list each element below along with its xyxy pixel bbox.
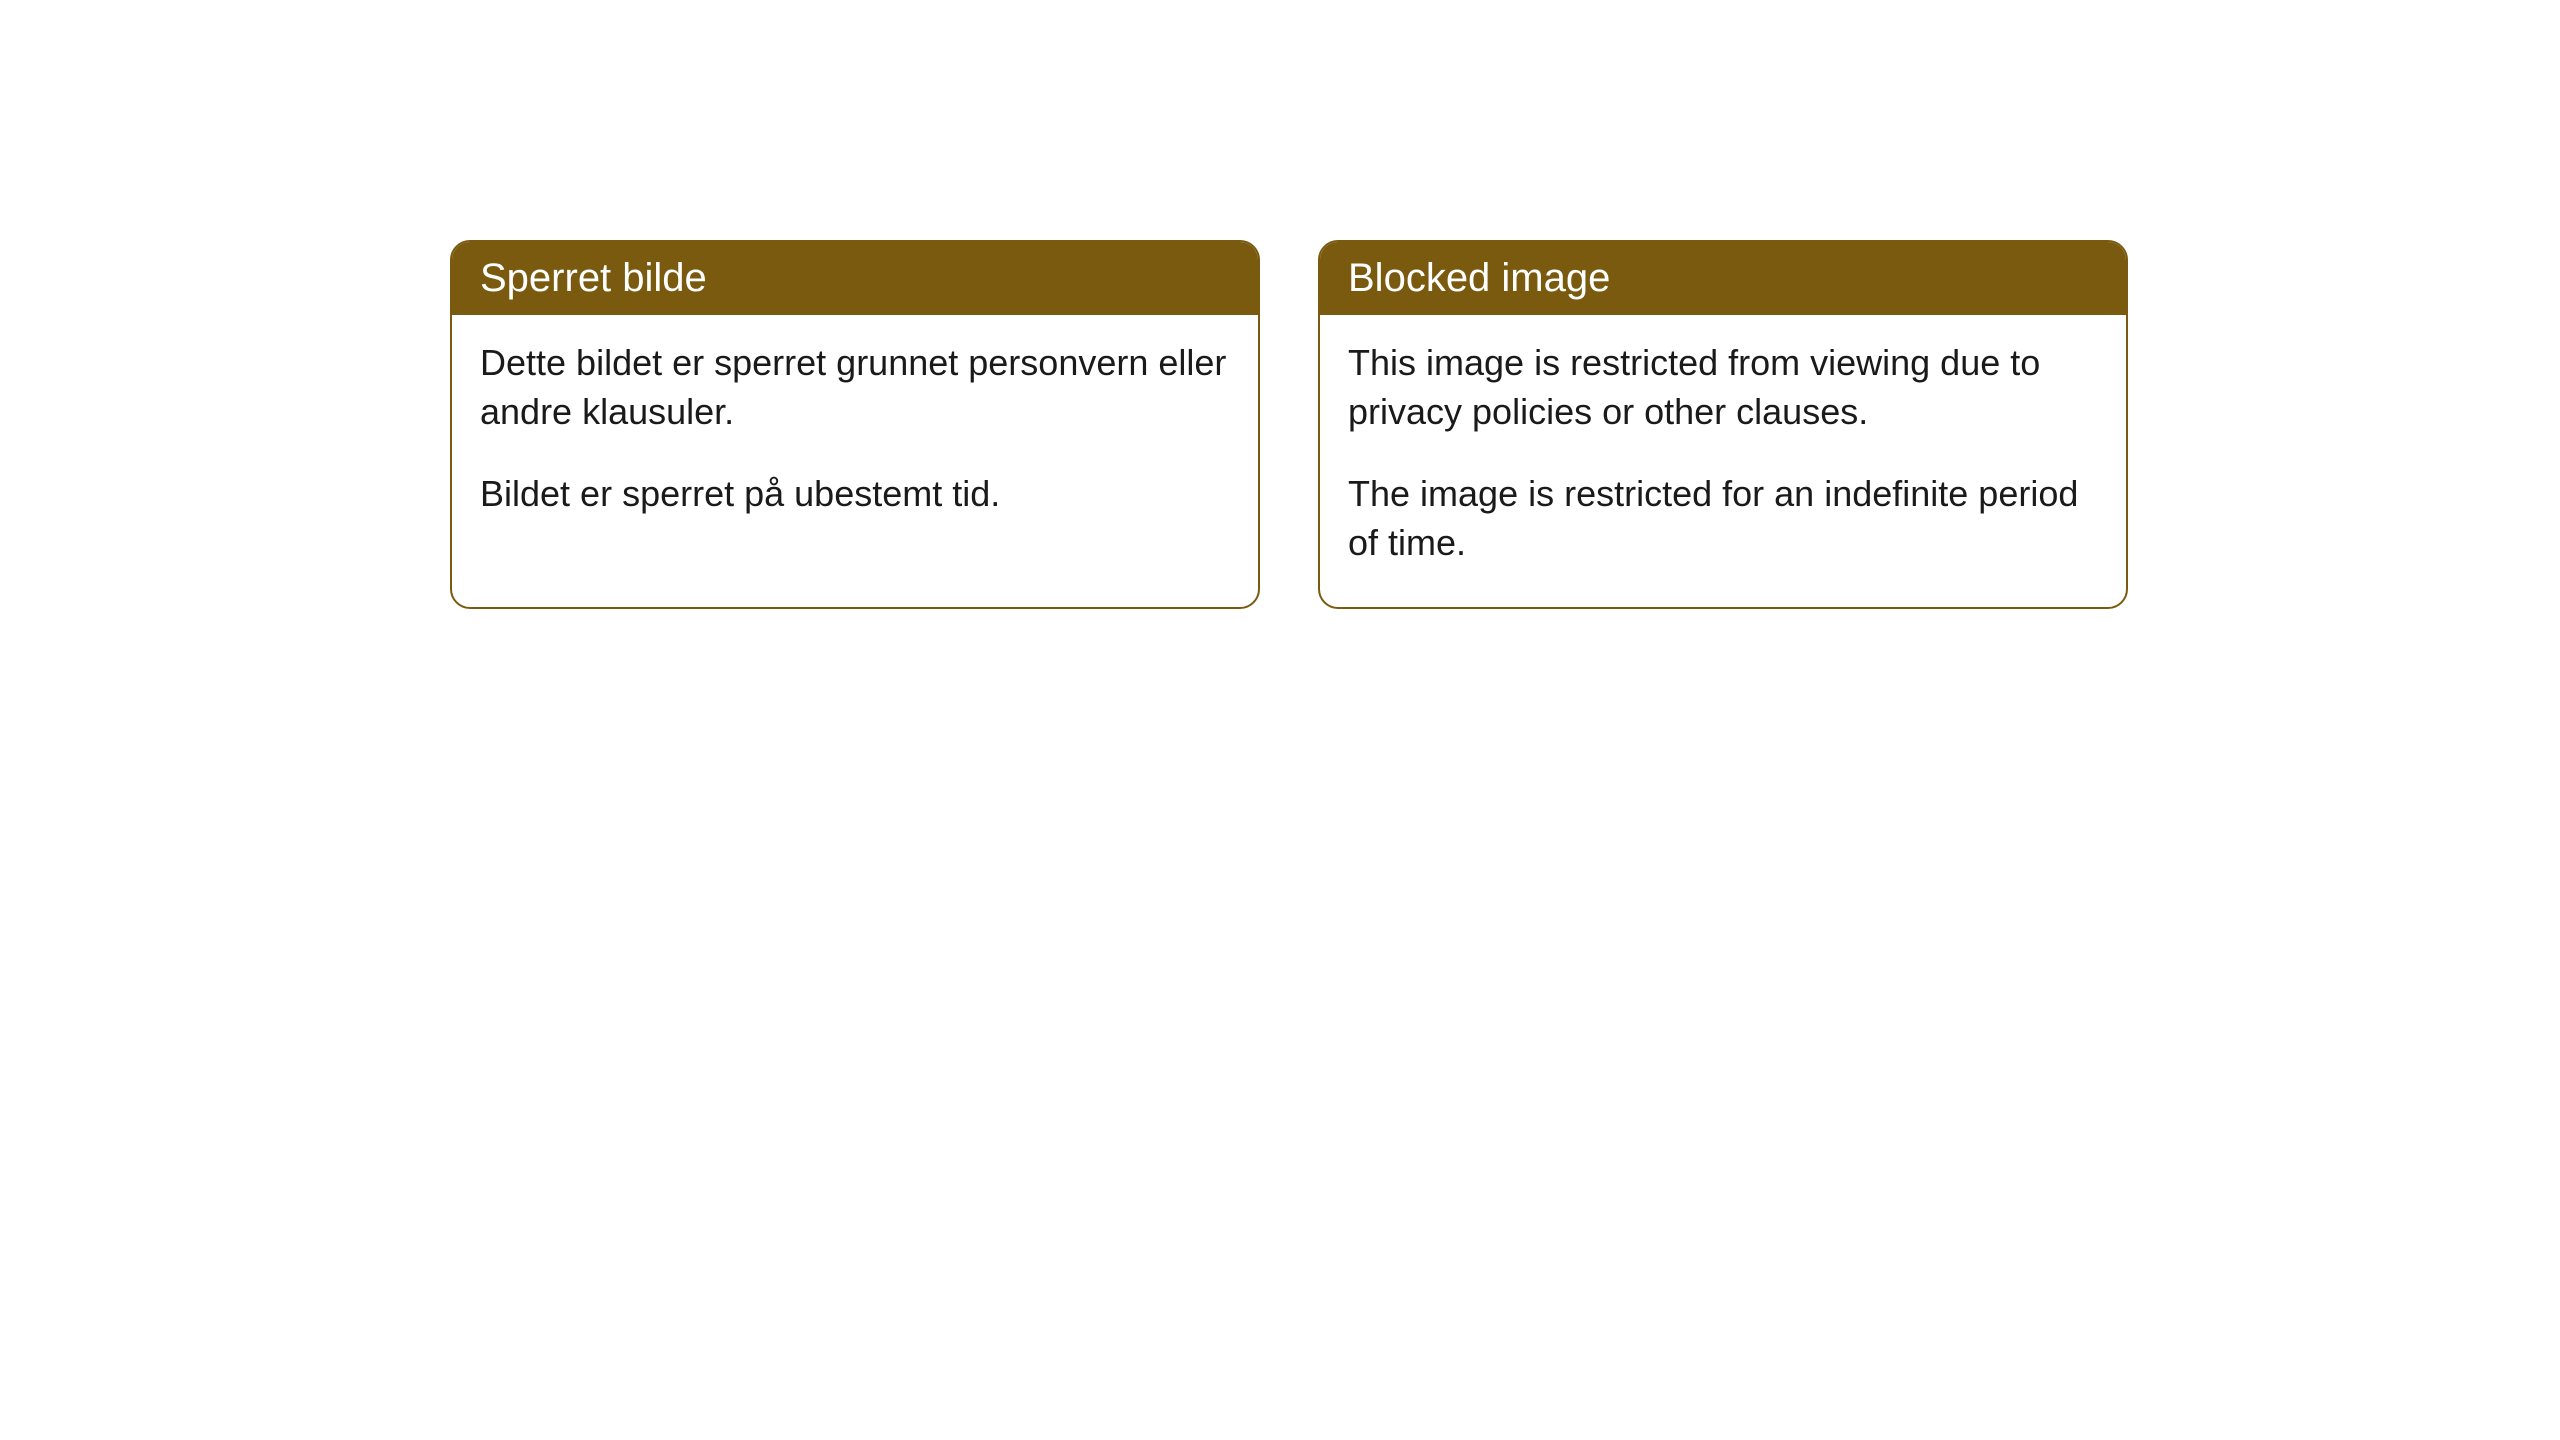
notice-card-english: Blocked image This image is restricted f… [1318,240,2128,609]
notice-text-line-1: This image is restricted from viewing du… [1348,339,2098,436]
notice-title: Sperret bilde [480,256,707,300]
notice-header: Sperret bilde [452,242,1258,315]
notice-title: Blocked image [1348,256,1610,300]
notice-text-line-2: Bildet er sperret på ubestemt tid. [480,470,1230,519]
notice-text-line-2: The image is restricted for an indefinit… [1348,470,2098,567]
notice-container: Sperret bilde Dette bildet er sperret gr… [450,240,2128,609]
notice-text-line-1: Dette bildet er sperret grunnet personve… [480,339,1230,436]
notice-card-norwegian: Sperret bilde Dette bildet er sperret gr… [450,240,1260,609]
notice-body: This image is restricted from viewing du… [1320,315,2126,607]
notice-header: Blocked image [1320,242,2126,315]
notice-body: Dette bildet er sperret grunnet personve… [452,315,1258,559]
